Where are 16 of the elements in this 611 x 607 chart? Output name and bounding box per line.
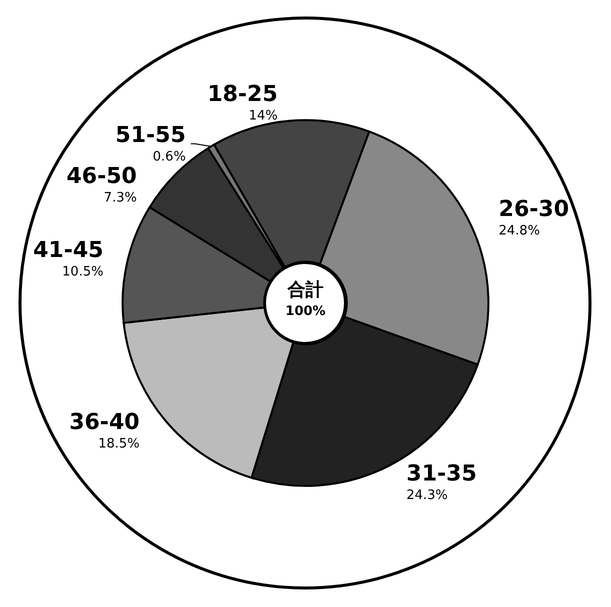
data-label: 18.5% (98, 436, 140, 452)
slice-label: 18-25 (207, 82, 278, 107)
slice-label: 36-40 (69, 410, 140, 435)
text: 合計 (286, 280, 324, 300)
data-label: 10.5% (62, 264, 104, 280)
slice-label: 26-30 (498, 197, 570, 222)
data-label: 24.8% (498, 224, 540, 239)
data-label: 14% (248, 108, 278, 124)
data-label: 7.3% (104, 190, 137, 206)
data-label: 24.3% (406, 488, 448, 504)
data-label: 0.6% (152, 149, 186, 164)
slice-label: 51-55 (115, 122, 186, 148)
slice-label: 31-35 (406, 462, 477, 487)
slice-label: 46-50 (66, 164, 137, 189)
text: 100% (285, 304, 326, 319)
slice-label: 41-45 (33, 238, 104, 263)
